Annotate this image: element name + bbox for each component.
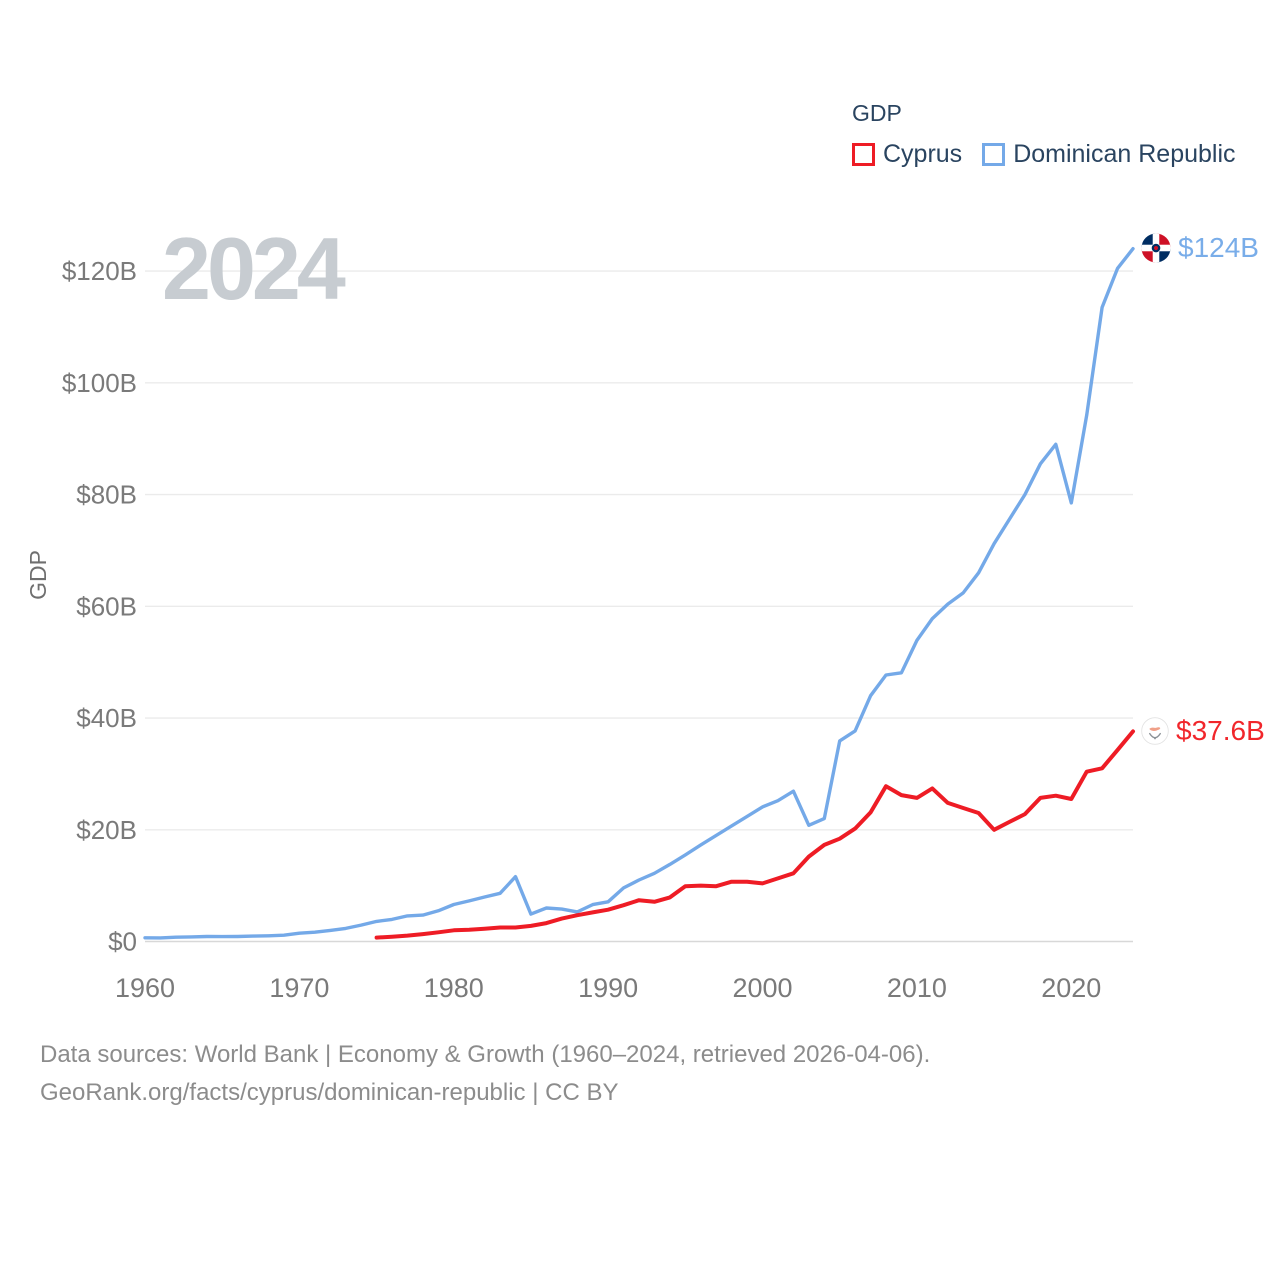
y-tick-label: $80B <box>76 480 137 510</box>
series-line-cyprus <box>374 729 1135 940</box>
y-axis-title: GDP <box>25 550 51 600</box>
y-tick-label: $20B <box>76 815 137 845</box>
y-tick-label: $120B <box>62 256 137 286</box>
series-line-dominican-republic <box>143 246 1135 940</box>
x-tick-label: 1980 <box>424 973 484 1003</box>
legend-item-dominican-republic[interactable]: Dominican Republic <box>982 140 1236 169</box>
legend-label-dominican-republic: Dominican Republic <box>1013 140 1236 168</box>
legend: GDP Cyprus Dominican Republic <box>852 100 1236 169</box>
footer-sources-line: Data sources: World Bank | Economy & Gro… <box>40 1041 931 1068</box>
dominican-republic-swatch-icon <box>982 143 1006 166</box>
y-tick-label: $40B <box>76 703 137 733</box>
footer-attribution-line: GeoRank.org/facts/cyprus/dominican-repub… <box>40 1079 619 1106</box>
x-tick-label: 2020 <box>1041 973 1101 1003</box>
x-tick-label: 2000 <box>732 973 792 1003</box>
dominican-republic-end-value: $124B <box>1178 231 1259 263</box>
legend-item-cyprus[interactable]: Cyprus <box>852 140 962 169</box>
cyprus-flag-icon <box>1141 717 1169 746</box>
cyprus-end-value: $37.6B <box>1176 715 1265 747</box>
y-tick-label: $100B <box>62 368 137 398</box>
legend-title: GDP <box>852 100 902 126</box>
x-tick-label: 2010 <box>887 973 947 1003</box>
cyprus-swatch-icon <box>852 143 875 166</box>
legend-label-cyprus: Cyprus <box>883 140 963 168</box>
legend-items: Cyprus Dominican Republic <box>852 140 1236 169</box>
x-tick-label: 1990 <box>578 973 638 1003</box>
end-label-dominican-republic: $124B <box>1141 232 1259 264</box>
year-watermark: 2024 <box>162 219 346 318</box>
dominican-republic-flag-icon <box>1141 233 1171 263</box>
footer: Data sources: World Bank | Economy & Gro… <box>40 1036 930 1112</box>
x-tick-label: 1960 <box>115 973 175 1003</box>
x-tick-label: 1970 <box>269 973 329 1003</box>
y-tick-label: $0 <box>108 927 137 957</box>
end-label-cyprus: $37.6B <box>1141 715 1265 747</box>
y-tick-label: $60B <box>76 591 137 621</box>
